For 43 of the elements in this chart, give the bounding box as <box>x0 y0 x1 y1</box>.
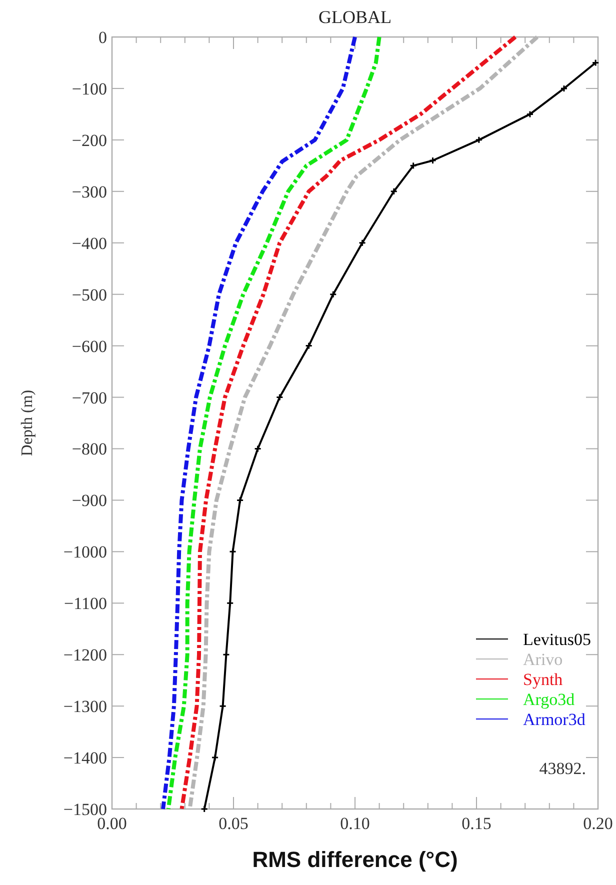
y-tick-label: −1200 <box>63 646 107 665</box>
x-tick-label: 0.05 <box>218 814 248 833</box>
legend-label: Levitus05 <box>523 630 591 649</box>
y-tick-label: −1100 <box>64 594 107 614</box>
y-tick-label: −300 <box>72 182 107 202</box>
point <box>229 548 237 556</box>
point <box>358 239 366 247</box>
point <box>410 162 418 170</box>
y-tick-label: −1000 <box>63 542 107 562</box>
y-tick-label: −500 <box>72 285 107 304</box>
point <box>475 136 483 144</box>
point <box>254 444 262 452</box>
point <box>236 496 244 504</box>
legend-label: Argo3d <box>523 690 576 709</box>
annotation: 43892. <box>539 759 586 778</box>
y-tick-label: −900 <box>72 491 107 510</box>
x-tick-label: 0.20 <box>583 814 613 833</box>
x-axis-title: RMS difference (°C) <box>252 847 458 872</box>
y-tick-label: −700 <box>72 388 107 408</box>
point <box>429 156 437 164</box>
point <box>305 342 313 350</box>
point <box>211 754 219 762</box>
y-axis-title: Depth (m) <box>19 390 36 456</box>
chart-title: GLOBAL <box>318 7 392 27</box>
legend-label: Synth <box>523 670 564 689</box>
x-tick-label: 0.15 <box>462 814 492 833</box>
y-tick-label: −400 <box>72 234 107 253</box>
y-tick-label: −1400 <box>63 748 107 768</box>
y-tick-label: −800 <box>72 440 107 459</box>
point <box>329 290 337 298</box>
legend-label: Arivo <box>523 650 563 669</box>
y-tick-label: −200 <box>72 130 107 150</box>
y-tick-label: 0 <box>98 28 107 47</box>
point <box>276 394 284 402</box>
y-tick-label: −600 <box>72 336 107 356</box>
x-tick-label: 0.10 <box>340 814 370 833</box>
point <box>560 84 568 92</box>
legend-label: Armor3d <box>523 710 586 729</box>
point <box>526 110 534 118</box>
y-tick-label: −1300 <box>63 697 107 716</box>
point <box>226 599 234 607</box>
y-tick-label: −100 <box>72 79 107 98</box>
point <box>390 188 398 196</box>
